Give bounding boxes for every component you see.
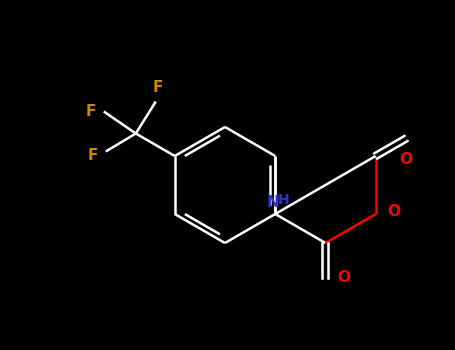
Text: N: N <box>267 195 280 210</box>
Text: F: F <box>152 80 163 96</box>
Text: O: O <box>399 153 413 168</box>
Text: O: O <box>388 204 401 219</box>
Text: O: O <box>338 271 350 286</box>
Text: F: F <box>86 104 96 119</box>
Text: F: F <box>87 148 98 163</box>
Text: H: H <box>278 193 289 207</box>
